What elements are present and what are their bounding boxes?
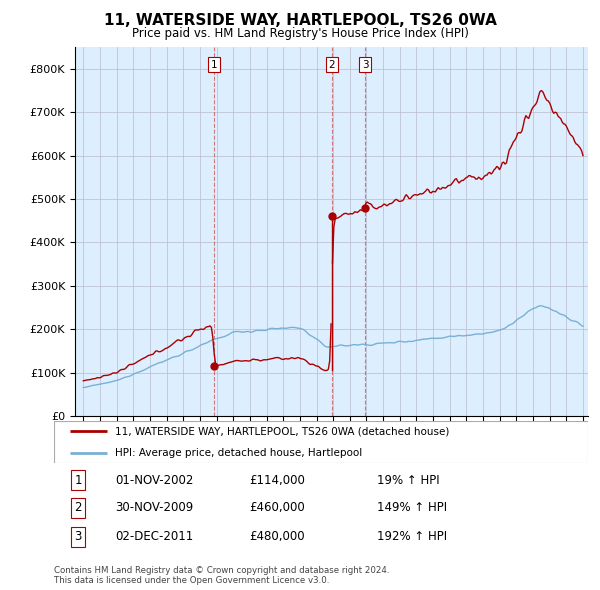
Text: 3: 3 [74, 530, 82, 543]
Text: 1: 1 [211, 60, 217, 70]
Text: £480,000: £480,000 [249, 530, 305, 543]
Text: HPI: Average price, detached house, Hartlepool: HPI: Average price, detached house, Hart… [115, 448, 362, 457]
Text: 192% ↑ HPI: 192% ↑ HPI [377, 530, 447, 543]
Text: £460,000: £460,000 [249, 502, 305, 514]
FancyBboxPatch shape [54, 421, 588, 463]
Text: 1: 1 [74, 474, 82, 487]
Text: 11, WATERSIDE WAY, HARTLEPOOL, TS26 0WA: 11, WATERSIDE WAY, HARTLEPOOL, TS26 0WA [104, 13, 496, 28]
Text: Contains HM Land Registry data © Crown copyright and database right 2024.
This d: Contains HM Land Registry data © Crown c… [54, 566, 389, 585]
Text: 01-NOV-2002: 01-NOV-2002 [115, 474, 194, 487]
Text: 19% ↑ HPI: 19% ↑ HPI [377, 474, 440, 487]
Text: 02-DEC-2011: 02-DEC-2011 [115, 530, 194, 543]
Text: 30-NOV-2009: 30-NOV-2009 [115, 502, 194, 514]
Text: 11, WATERSIDE WAY, HARTLEPOOL, TS26 0WA (detached house): 11, WATERSIDE WAY, HARTLEPOOL, TS26 0WA … [115, 427, 450, 436]
Text: 2: 2 [74, 502, 82, 514]
Text: 149% ↑ HPI: 149% ↑ HPI [377, 502, 447, 514]
Text: £114,000: £114,000 [249, 474, 305, 487]
Text: Price paid vs. HM Land Registry's House Price Index (HPI): Price paid vs. HM Land Registry's House … [131, 27, 469, 40]
Text: 2: 2 [329, 60, 335, 70]
Text: 3: 3 [362, 60, 368, 70]
